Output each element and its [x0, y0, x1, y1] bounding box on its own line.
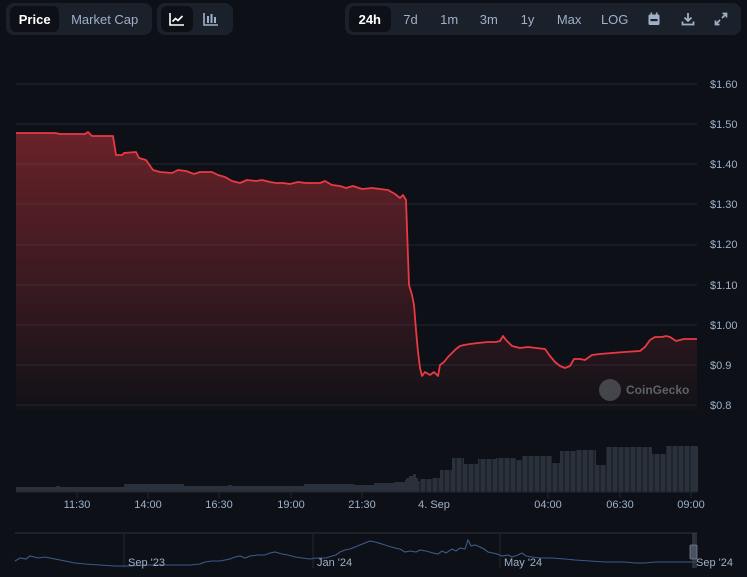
price-area — [16, 132, 697, 410]
navigator-tick: Jan '24 — [317, 557, 352, 569]
y-axis-labels: $1.60 $1.50 $1.40 $1.30 $1.20 $1.10 $1.0… — [710, 79, 738, 412]
y-gridlines — [16, 83, 697, 406]
metric-toggle: Price Market Cap — [6, 3, 152, 35]
y-tick: $1.50 — [710, 119, 738, 131]
navigator-tick: May '24 — [504, 557, 542, 569]
calendar-icon — [648, 12, 660, 25]
candlestick-chart-icon — [203, 13, 218, 26]
watermark-text: CoinGecko — [626, 383, 689, 397]
navigator-tick: Sep '23 — [128, 557, 165, 569]
y-tick: $0.9 — [710, 360, 731, 372]
y-tick: $1.60 — [710, 79, 738, 91]
volume-bars — [16, 446, 698, 492]
price-line — [16, 131, 697, 377]
range-7d[interactable]: 7d — [403, 11, 418, 27]
range-24h[interactable]: 24h — [349, 6, 391, 32]
line-chart-button[interactable] — [161, 6, 193, 32]
y-tick: $1.00 — [710, 320, 738, 332]
navigator-labels: Sep '23 Jan '24 May '24 Sep '24 — [128, 557, 733, 569]
x-tick: 06:30 — [606, 499, 634, 511]
navigator-window — [692, 533, 697, 568]
x-tick: 14:00 — [134, 499, 162, 511]
navigator-handle[interactable] — [689, 544, 698, 560]
navigator — [14, 532, 698, 568]
tab-market-cap[interactable]: Market Cap — [71, 11, 139, 27]
coingecko-watermark — [599, 379, 621, 401]
y-tick: $1.20 — [710, 239, 738, 251]
x-tick: 09:00 — [677, 499, 705, 511]
navigator-line — [14, 538, 697, 567]
log-scale-toggle[interactable]: LOG — [600, 11, 629, 27]
y-tick: $1.40 — [710, 159, 738, 171]
x-tick: 04:00 — [534, 499, 562, 511]
download-icon — [681, 13, 695, 26]
candlestick-chart-button[interactable] — [195, 6, 227, 32]
y-tick: $0.8 — [710, 400, 731, 412]
y-tick: $1.30 — [710, 199, 738, 211]
y-tick: $1.10 — [710, 280, 738, 292]
x-tick: 16:30 — [205, 499, 233, 511]
coingecko-logo-icon — [599, 379, 621, 401]
range-max[interactable]: Max — [556, 11, 582, 27]
range-toolbar: 24h 7d 1m 3m 1y Max LOG — [345, 3, 741, 35]
x-tick: 21:30 — [348, 499, 376, 511]
download-button[interactable] — [672, 6, 704, 32]
range-1m[interactable]: 1m — [440, 11, 459, 27]
fullscreen-icon — [714, 12, 728, 26]
x-tick: 19:00 — [277, 499, 305, 511]
x-tick: 11:30 — [64, 499, 91, 511]
date-range-button[interactable] — [638, 6, 670, 32]
line-chart-icon — [169, 13, 184, 26]
navigator-tick: Sep '24 — [696, 557, 733, 569]
range-1y[interactable]: 1y — [520, 11, 535, 27]
chart-type-toggle — [157, 3, 233, 35]
x-axis-labels: 11:30 14:00 16:30 19:00 21:30 4. Sep 04:… — [64, 499, 705, 511]
tab-price[interactable]: Price — [10, 6, 60, 32]
fullscreen-button[interactable] — [706, 6, 738, 32]
range-3m[interactable]: 3m — [479, 11, 498, 27]
x-tick: 4. Sep — [418, 499, 450, 511]
